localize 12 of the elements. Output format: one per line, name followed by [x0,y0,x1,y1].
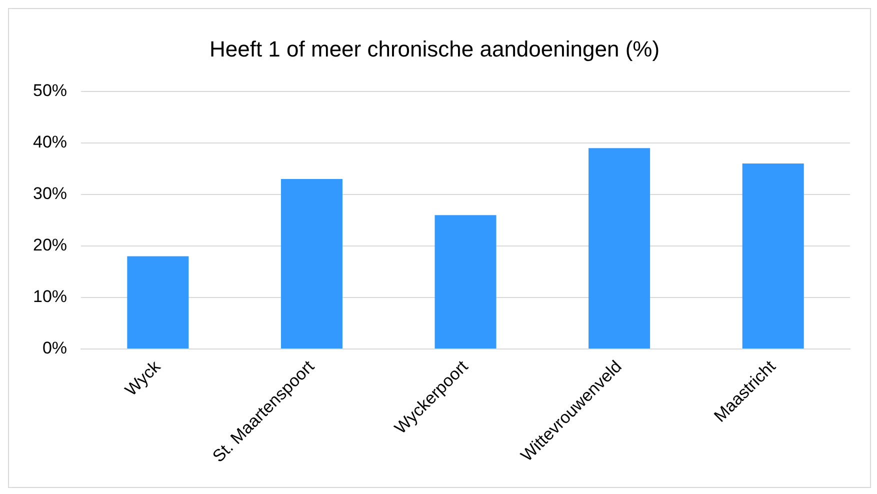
bar [434,215,496,349]
bar [742,164,804,349]
bar [588,148,650,349]
bar [280,178,342,349]
y-tick-label: 10% [32,287,68,306]
y-tick-label: 40% [32,132,68,152]
y-tick-label: 30% [32,184,68,204]
chart-title: Heeft 1 of meer chronische aandoeningen (%) [209,36,660,62]
y-tick-label: 0% [42,338,68,358]
y-tick-label: 20% [32,236,68,255]
bar [127,256,189,349]
y-tick-label: 50% [32,81,68,100]
